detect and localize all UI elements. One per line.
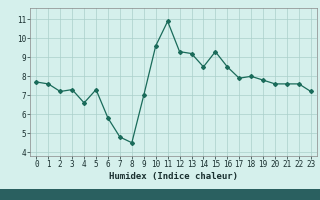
X-axis label: Humidex (Indice chaleur): Humidex (Indice chaleur) (109, 172, 238, 181)
